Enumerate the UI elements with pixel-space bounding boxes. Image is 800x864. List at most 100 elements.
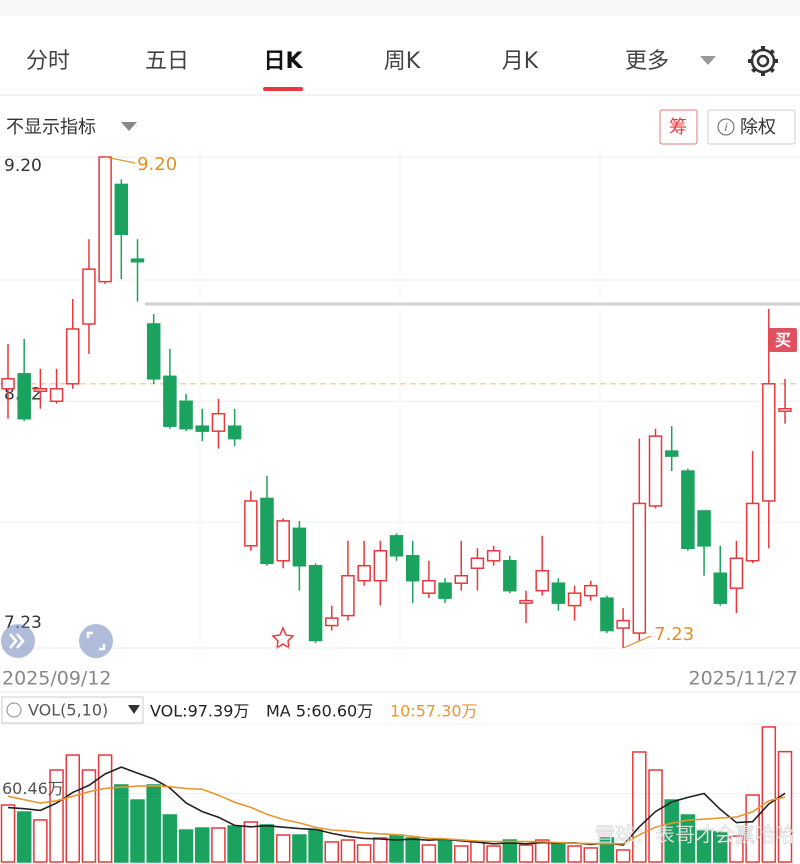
legend-entry: 10:57.30万 (390, 702, 478, 721)
tab-underline (263, 87, 303, 91)
candle-body (33, 388, 48, 393)
expand-button[interactable] (79, 624, 113, 658)
volume-selector[interactable] (1, 696, 144, 724)
candle-body (341, 574, 355, 617)
info-glyph: i (724, 121, 727, 134)
candle-body (438, 582, 452, 599)
volume-bar (49, 769, 64, 863)
candle-body (292, 527, 307, 567)
volume-bar (16, 811, 32, 863)
volume-bar (729, 835, 744, 863)
collapse-button[interactable] (1, 624, 35, 658)
volume-bar (567, 845, 582, 863)
volume-bar (373, 837, 388, 863)
candle-body (373, 550, 388, 582)
candle-body (778, 407, 792, 412)
status-strip (0, 0, 800, 16)
candle-body (600, 597, 614, 632)
volume-bar (0, 804, 16, 863)
star-icon[interactable] (271, 626, 295, 650)
candle-body (519, 599, 533, 604)
volume-bar (551, 842, 566, 863)
tab[interactable]: 月K (502, 49, 539, 74)
chip-label[interactable]: 筹 (669, 117, 687, 138)
adjust-button[interactable] (707, 109, 796, 145)
tab[interactable]: 分时 (26, 49, 70, 74)
volume-bar (421, 844, 437, 863)
annotation-label: 7.23 (654, 624, 694, 645)
volume-bar (745, 794, 760, 863)
candle-body (422, 579, 436, 594)
annotation-leader (622, 635, 652, 649)
candle-body (470, 557, 485, 569)
tab[interactable]: 日K (263, 49, 303, 74)
volume-bar (486, 845, 501, 863)
volume-bar (777, 750, 793, 863)
collapse-icon (9, 633, 25, 649)
volume-bar (81, 769, 97, 863)
candle-body (211, 412, 226, 432)
volume-bar (227, 825, 242, 863)
volume-bar (405, 837, 420, 863)
candle-body (179, 400, 193, 430)
volume-bar (664, 799, 679, 863)
more-arrow[interactable] (700, 56, 716, 65)
volume-bar (324, 841, 339, 863)
buy-badge (769, 328, 797, 352)
y-tick-label: 9.20 (4, 156, 42, 176)
candle-body (503, 560, 517, 592)
volume-bar (146, 784, 161, 863)
volume-bar (33, 819, 48, 863)
annotation-leader (105, 156, 136, 164)
indicator-select[interactable]: 不显示指标 (6, 117, 96, 138)
settings-icon[interactable] (748, 46, 778, 76)
tab[interactable]: 五日 (145, 49, 189, 74)
volume-bar (696, 829, 712, 863)
volume-arrow[interactable] (128, 705, 140, 714)
volume-bar (211, 827, 226, 863)
volume-bar (615, 849, 631, 863)
watermark: 雪球：表哥才会赢哈哈 (595, 823, 795, 847)
volume-bar (583, 847, 598, 863)
x-tick-label: 2025/11/27 (688, 668, 798, 690)
candle-body (260, 497, 274, 565)
candle-body (66, 328, 80, 385)
ma-line (7, 784, 786, 845)
indicator-arrow[interactable] (121, 122, 137, 131)
volume-bar (65, 754, 80, 863)
candle-body (567, 592, 582, 607)
volume-bar (437, 839, 453, 863)
volume-bar (195, 827, 210, 863)
adjust-label[interactable]: 除权 (740, 117, 776, 138)
candle-body (146, 323, 161, 380)
candle-body (227, 425, 242, 440)
tab[interactable]: 周K (384, 49, 421, 74)
volume-title[interactable]: VOL(5,10) (28, 701, 108, 720)
tab[interactable]: 更多 (625, 49, 669, 74)
volume-bar (162, 814, 178, 863)
volume-bar (648, 769, 663, 863)
chip-button[interactable] (659, 109, 698, 145)
volume-bar (292, 834, 307, 863)
volume-bar (470, 841, 485, 863)
candle-body (357, 565, 371, 582)
y-tick-label: 60.46万 (2, 779, 64, 798)
candle-body (584, 584, 598, 597)
candle-body (616, 619, 630, 629)
info-icon (717, 118, 735, 136)
candle-body (389, 535, 404, 557)
expand-icon (86, 631, 106, 651)
candle-body (1, 378, 15, 390)
info-icon (6, 702, 22, 718)
volume-bar (243, 821, 259, 863)
volume-bar (340, 839, 356, 863)
volume-bar (534, 839, 550, 863)
volume-bar (502, 839, 518, 863)
candle-body (325, 617, 339, 627)
legend-entry: MA 5:60.60万 (266, 702, 373, 721)
candle-body (163, 375, 177, 427)
volume-bar (114, 784, 129, 863)
candle-body (82, 268, 96, 325)
volume-bar (454, 845, 469, 863)
